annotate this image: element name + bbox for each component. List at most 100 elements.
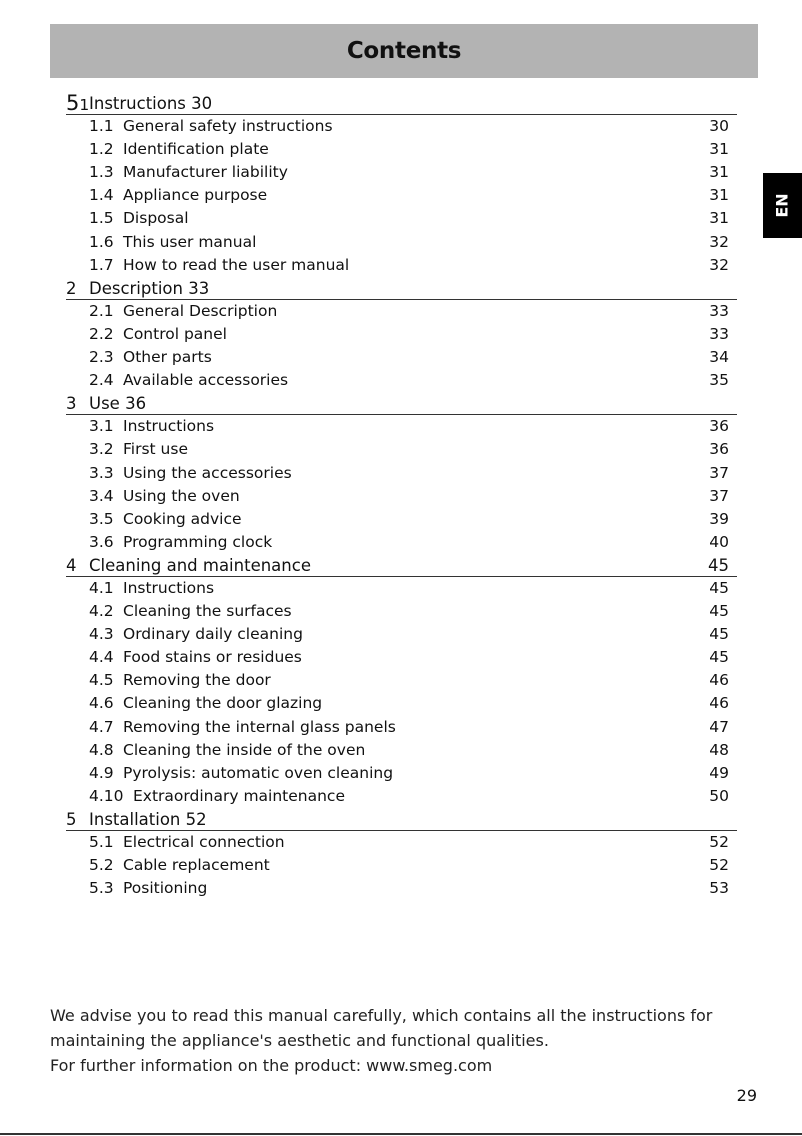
entry-number: 3.4: [89, 486, 114, 505]
entry-number: 4.4: [89, 648, 114, 667]
toc-entry[interactable]: 1.5 Disposal 31: [66, 207, 737, 230]
entry-page: 31: [709, 140, 729, 159]
toc-entry[interactable]: 2.4 Available accessories 35: [66, 369, 737, 392]
entry-title: Disposal: [123, 209, 189, 228]
entry-title: Manufacturer liability: [123, 163, 288, 182]
toc-section-heading[interactable]: 51 Instructions 30: [66, 92, 737, 116]
toc-entry[interactable]: 4.6 Cleaning the door glazing 46: [66, 692, 737, 715]
entry-page: 32: [709, 255, 729, 274]
entry-page: 53: [709, 879, 729, 898]
entry-page: 36: [709, 440, 729, 459]
entry-number: 1.5: [89, 209, 114, 228]
entry-title: Cleaning the door glazing: [123, 694, 323, 713]
entry-page: 45: [709, 648, 729, 667]
footer-advice-line-1: We advise you to read this manual carefu…: [50, 1006, 713, 1025]
entry-page: 36: [709, 417, 729, 436]
entry-title: Extraordinary maintenance: [133, 786, 345, 805]
entry-page: 52: [709, 856, 729, 875]
toc-entry[interactable]: 2.1 General Description 33: [66, 300, 737, 323]
toc-section-heading[interactable]: 3 Use 36: [66, 392, 737, 416]
toc-entry[interactable]: 3.5 Cooking advice 39: [66, 508, 737, 531]
entry-page: 47: [709, 717, 729, 736]
entry-number: 5.2: [89, 856, 114, 875]
entry-title: Available accessories: [123, 371, 289, 390]
toc-entry[interactable]: 2.2 Control panel 33: [66, 323, 737, 346]
entry-page: 32: [709, 232, 729, 251]
section-title: Use 36: [89, 394, 147, 414]
toc-entry[interactable]: 1.2 Identification plate 31: [66, 138, 737, 161]
entry-title: Control panel: [123, 324, 227, 343]
entry-title: This user manual: [123, 232, 257, 251]
toc-entry[interactable]: 4.5 Removing the door 46: [66, 669, 737, 692]
entry-number: 4.7: [89, 717, 114, 736]
toc-section-heading[interactable]: 4 Cleaning and maintenance 45: [66, 554, 737, 577]
section-page: 45: [708, 555, 729, 575]
entry-title: First use: [123, 440, 188, 459]
section-number: 2: [66, 278, 77, 298]
toc-entry[interactable]: 4.7 Removing the internal glass panels 47: [66, 716, 737, 739]
toc-section-heading[interactable]: 5 Installation 52: [66, 808, 737, 831]
toc-entry[interactable]: 2.3 Other parts 34: [66, 346, 737, 369]
toc-entry[interactable]: 5.1 Electrical connection 52: [66, 831, 737, 854]
entry-title: Electrical connection: [123, 833, 285, 851]
entry-number: 3.6: [89, 532, 114, 551]
entry-page: 35: [709, 371, 729, 390]
entry-number: 1.3: [89, 163, 114, 182]
entry-title: Ordinary daily cleaning: [123, 625, 303, 644]
page-number: 29: [736, 1086, 757, 1105]
toc-entry[interactable]: 4.9 Pyrolysis: automatic oven cleaning 49: [66, 762, 737, 785]
toc-entry[interactable]: 5.2 Cable replacement 52: [66, 854, 737, 877]
toc-entry[interactable]: 1.4 Appliance purpose 31: [66, 184, 737, 207]
entry-number: 2.1: [89, 301, 114, 320]
entry-page: 45: [709, 578, 729, 597]
toc-entry[interactable]: 5.3 Positioning 53: [66, 877, 737, 900]
entry-page: 33: [709, 301, 729, 320]
toc-entry[interactable]: 3.1 Instructions 36: [66, 415, 737, 438]
entry-title: General Description: [123, 301, 278, 320]
entry-page: 40: [709, 532, 729, 551]
entry-number: 1.7: [89, 255, 114, 274]
entry-number: 4.5: [89, 671, 114, 690]
toc-entry[interactable]: 4.4 Food stains or residues 45: [66, 646, 737, 669]
toc-entry[interactable]: 3.3 Using the accessories 37: [66, 462, 737, 485]
entry-title: Cooking advice: [123, 509, 242, 528]
entry-title: Programming clock: [123, 532, 273, 551]
toc-entry[interactable]: 1.3 Manufacturer liability 31: [66, 161, 737, 184]
toc-entry[interactable]: 3.4 Using the oven 37: [66, 485, 737, 508]
entry-title: Identification plate: [123, 140, 269, 159]
toc-entry[interactable]: 1.7 How to read the user manual 32: [66, 254, 737, 277]
toc-entry[interactable]: 4.8 Cleaning the inside of the oven 48: [66, 739, 737, 762]
toc-entry[interactable]: 4.10 Extraordinary maintenance 50: [66, 785, 737, 808]
toc-entry[interactable]: 4.2 Cleaning the surfaces 45: [66, 600, 737, 623]
entry-number: 2.3: [89, 348, 114, 367]
entry-page: 48: [709, 740, 729, 759]
entry-page: 45: [709, 602, 729, 621]
entry-page: 49: [709, 763, 729, 782]
footer-info-line: For further information on the product: …: [50, 1056, 493, 1075]
language-tab: EN: [763, 173, 802, 238]
entry-title: Food stains or residues: [123, 648, 302, 667]
toc-entry[interactable]: 3.2 First use 36: [66, 438, 737, 461]
toc-entry[interactable]: 4.1 Instructions 45: [66, 577, 737, 600]
entry-number: 1.4: [89, 186, 114, 205]
entry-page: 46: [709, 671, 729, 690]
entry-title: Instructions: [123, 417, 215, 436]
entry-number: 4.3: [89, 625, 114, 644]
toc-entry[interactable]: 4.3 Ordinary daily cleaning 45: [66, 623, 737, 646]
entry-number: 3.5: [89, 509, 114, 528]
toc-entry[interactable]: 3.6 Programming clock 40: [66, 531, 737, 554]
entry-title: How to read the user manual: [123, 255, 350, 274]
toc-entry[interactable]: 1.6 This user manual 32: [66, 231, 737, 254]
table-of-contents: 51 Instructions 30 1.1 General safety instr…: [66, 92, 737, 900]
entry-title: Removing the door: [123, 671, 271, 690]
toc-entry[interactable]: 1.1 General safety instructions 30: [66, 115, 737, 138]
entry-page: 50: [709, 786, 729, 805]
entry-title: General safety instructions: [123, 117, 333, 136]
contents-banner: Contents: [50, 24, 758, 78]
entry-title: Cleaning the inside of the oven: [123, 740, 366, 759]
language-label: EN: [772, 193, 792, 218]
toc-section-heading[interactable]: 2 Description 33: [66, 277, 737, 300]
entry-page: 37: [709, 486, 729, 505]
entry-page: 31: [709, 209, 729, 228]
entry-page: 39: [709, 509, 729, 528]
